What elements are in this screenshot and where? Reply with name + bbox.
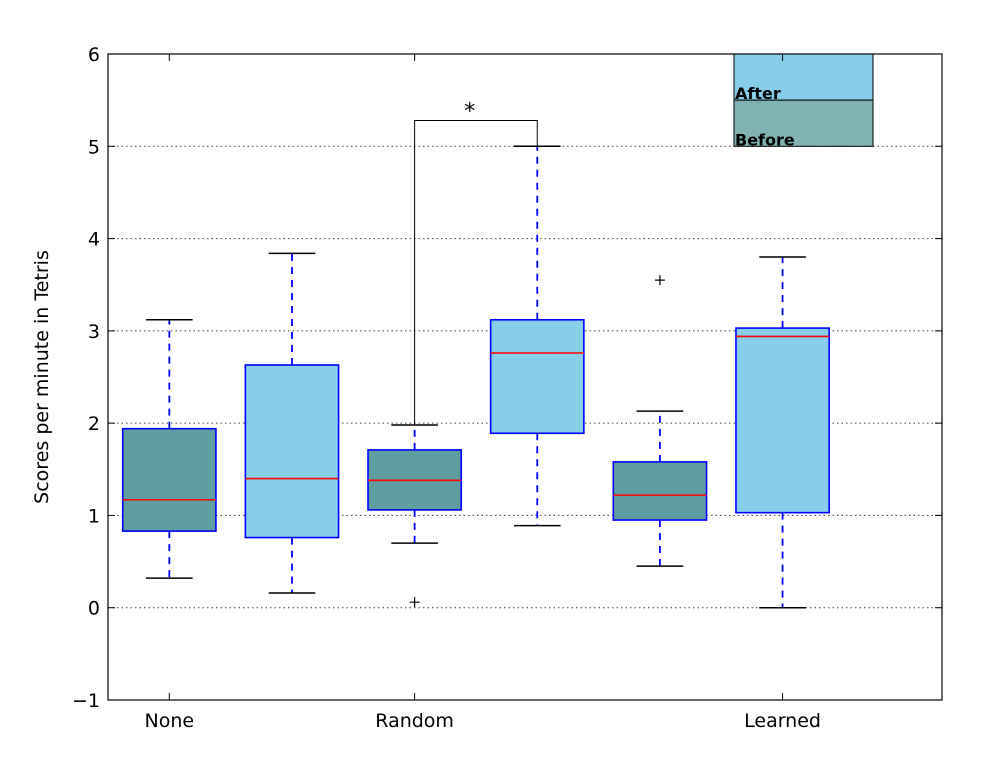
y-tick-label: 0 [88, 598, 100, 620]
legend-before-label: Before [735, 130, 795, 149]
box-body [121, 427, 217, 532]
legend-after-label: After [735, 84, 781, 103]
x-tick-label: None [145, 710, 195, 732]
box-random-after [489, 145, 585, 527]
axes-layer [107, 53, 943, 701]
box-body [612, 461, 708, 521]
x-axis: None Random Learned [145, 54, 821, 732]
y-tick-label: 4 [88, 229, 100, 251]
box-learned-after [735, 256, 830, 609]
box-body [244, 364, 340, 539]
boxes-layer [121, 145, 830, 609]
outlier-marker [409, 597, 420, 608]
significance-bracket [414, 119, 538, 425]
annotation-layer: * [414, 99, 538, 425]
y-tick-label: 2 [88, 413, 100, 435]
x-tick-label: Random [375, 710, 454, 732]
outlier-marker [654, 275, 665, 286]
y-tick-label: −1 [72, 690, 100, 712]
box-none-after [244, 252, 340, 594]
y-tick-label: 1 [88, 505, 100, 527]
y-axis-label: Scores per minute in Tetris [31, 250, 53, 504]
y-tick-label: 3 [88, 321, 100, 343]
box-random-before [367, 424, 463, 608]
plot-frame [107, 53, 943, 701]
significance-star: * [464, 99, 475, 124]
y-tick-label: 6 [88, 44, 100, 66]
box-none-before [121, 319, 217, 579]
x-tick-label: Learned [744, 710, 821, 732]
y-tick-label: 5 [88, 136, 100, 158]
legend-before-swatch [733, 99, 874, 147]
legend: After Before [733, 53, 874, 149]
y-axis: −1 0 1 2 3 4 5 6 [72, 44, 942, 712]
box-learned-before [612, 275, 708, 567]
box-body [489, 318, 585, 435]
box-body [735, 327, 830, 514]
